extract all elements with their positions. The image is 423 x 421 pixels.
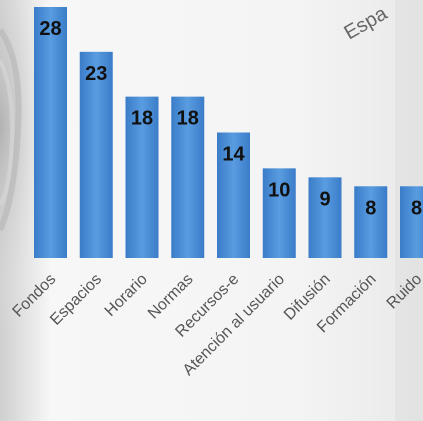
value-label: 18 bbox=[131, 108, 153, 130]
category-label: Ruido bbox=[384, 271, 423, 313]
value-label: 23 bbox=[85, 63, 107, 85]
bar-fondos bbox=[34, 7, 67, 258]
bar-ruido bbox=[400, 186, 423, 258]
value-labels-group: 28 23 18 18 14 10 9 8 8 bbox=[39, 18, 422, 219]
bar-atenci-n-al-usuario bbox=[262, 168, 296, 258]
value-label: 8 bbox=[411, 197, 422, 219]
bar-formaci-n bbox=[354, 186, 388, 258]
bar-recursos-e bbox=[217, 132, 250, 258]
value-label: 14 bbox=[222, 144, 245, 166]
value-label: 8 bbox=[365, 197, 376, 219]
peek-text: Espa bbox=[341, 2, 392, 44]
bar-horario bbox=[125, 96, 159, 259]
category-labels-group: FondosEspaciosHorarioNormasRecursos-eAte… bbox=[10, 271, 423, 379]
value-label: 28 bbox=[39, 18, 61, 40]
bar-difusi-n bbox=[308, 177, 342, 258]
bar-normas bbox=[171, 96, 205, 259]
value-label: 9 bbox=[319, 188, 330, 210]
bars-group bbox=[34, 7, 423, 259]
value-label: 18 bbox=[177, 108, 199, 130]
bar-espacios bbox=[79, 51, 113, 259]
value-label: 10 bbox=[268, 179, 290, 201]
category-label: Horario bbox=[102, 271, 151, 320]
